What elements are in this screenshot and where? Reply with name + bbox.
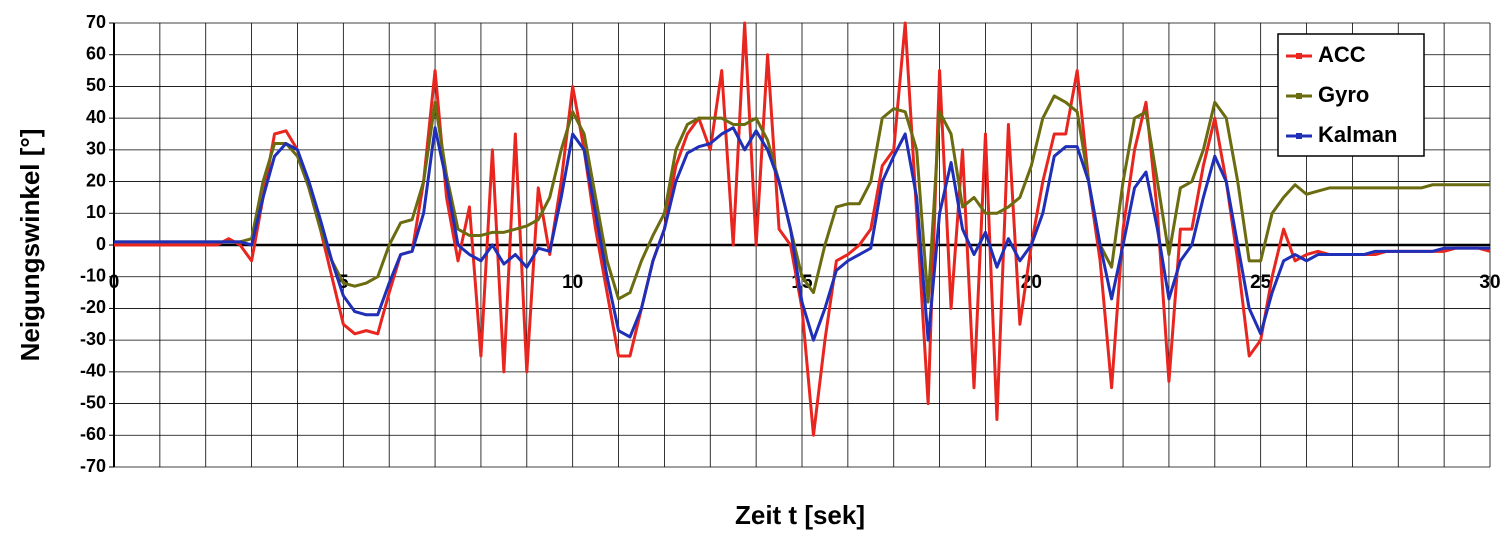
- y-tick-label: 40: [86, 107, 106, 127]
- x-axis-title: Zeit t [sek]: [735, 500, 865, 530]
- y-tick-label: -50: [80, 392, 106, 412]
- x-tick-label: 10: [562, 272, 583, 293]
- y-tick-label: -30: [80, 329, 106, 349]
- x-tick-label: 30: [1479, 272, 1500, 293]
- y-tick-label: -40: [80, 361, 106, 381]
- legend-marker: [1296, 133, 1302, 139]
- series-line: [114, 21, 1491, 437]
- y-tick-label: -70: [80, 456, 106, 476]
- y-tick-label: 10: [86, 202, 106, 222]
- series-line: [114, 94, 1490, 304]
- x-tick-label: 25: [1250, 272, 1272, 293]
- legend-marker: [1296, 93, 1302, 99]
- y-tick-label: -60: [80, 424, 106, 444]
- y-tick-label: 60: [86, 43, 106, 63]
- y-tick-label: 30: [86, 139, 106, 159]
- y-axis-title: Neigungswinkel [°]: [15, 129, 45, 362]
- y-tick-label: -10: [80, 265, 106, 285]
- legend-marker: [1296, 53, 1302, 59]
- y-tick-label: 20: [86, 170, 106, 190]
- series-line: [114, 126, 1490, 342]
- legend-label: ACC: [1318, 42, 1366, 67]
- y-tick-label: -20: [80, 297, 106, 317]
- legend-label: Gyro: [1318, 82, 1369, 107]
- y-tick-label: 70: [86, 12, 106, 32]
- y-tick-label: 0: [96, 234, 106, 254]
- y-tick-label: 50: [86, 75, 106, 95]
- legend-label: Kalman: [1318, 122, 1397, 147]
